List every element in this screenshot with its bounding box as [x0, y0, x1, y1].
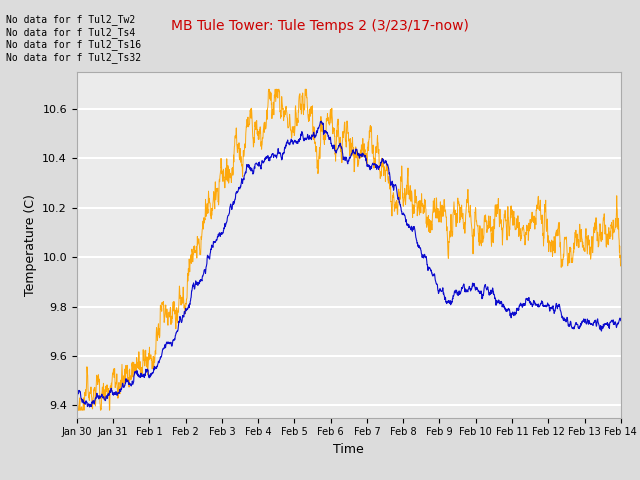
Y-axis label: Temperature (C): Temperature (C) — [24, 194, 36, 296]
Text: No data for f Tul2_Tw2
No data for f Tul2_Ts4
No data for f Tul2_Ts16
No data fo: No data for f Tul2_Tw2 No data for f Tul… — [6, 14, 141, 63]
X-axis label: Time: Time — [333, 443, 364, 456]
Legend: Tul2_Ts-2, Tul2_Ts-8: Tul2_Ts-2, Tul2_Ts-8 — [237, 476, 460, 480]
Text: MB Tule Tower: Tule Temps 2 (3/23/17-now): MB Tule Tower: Tule Temps 2 (3/23/17-now… — [171, 19, 469, 33]
